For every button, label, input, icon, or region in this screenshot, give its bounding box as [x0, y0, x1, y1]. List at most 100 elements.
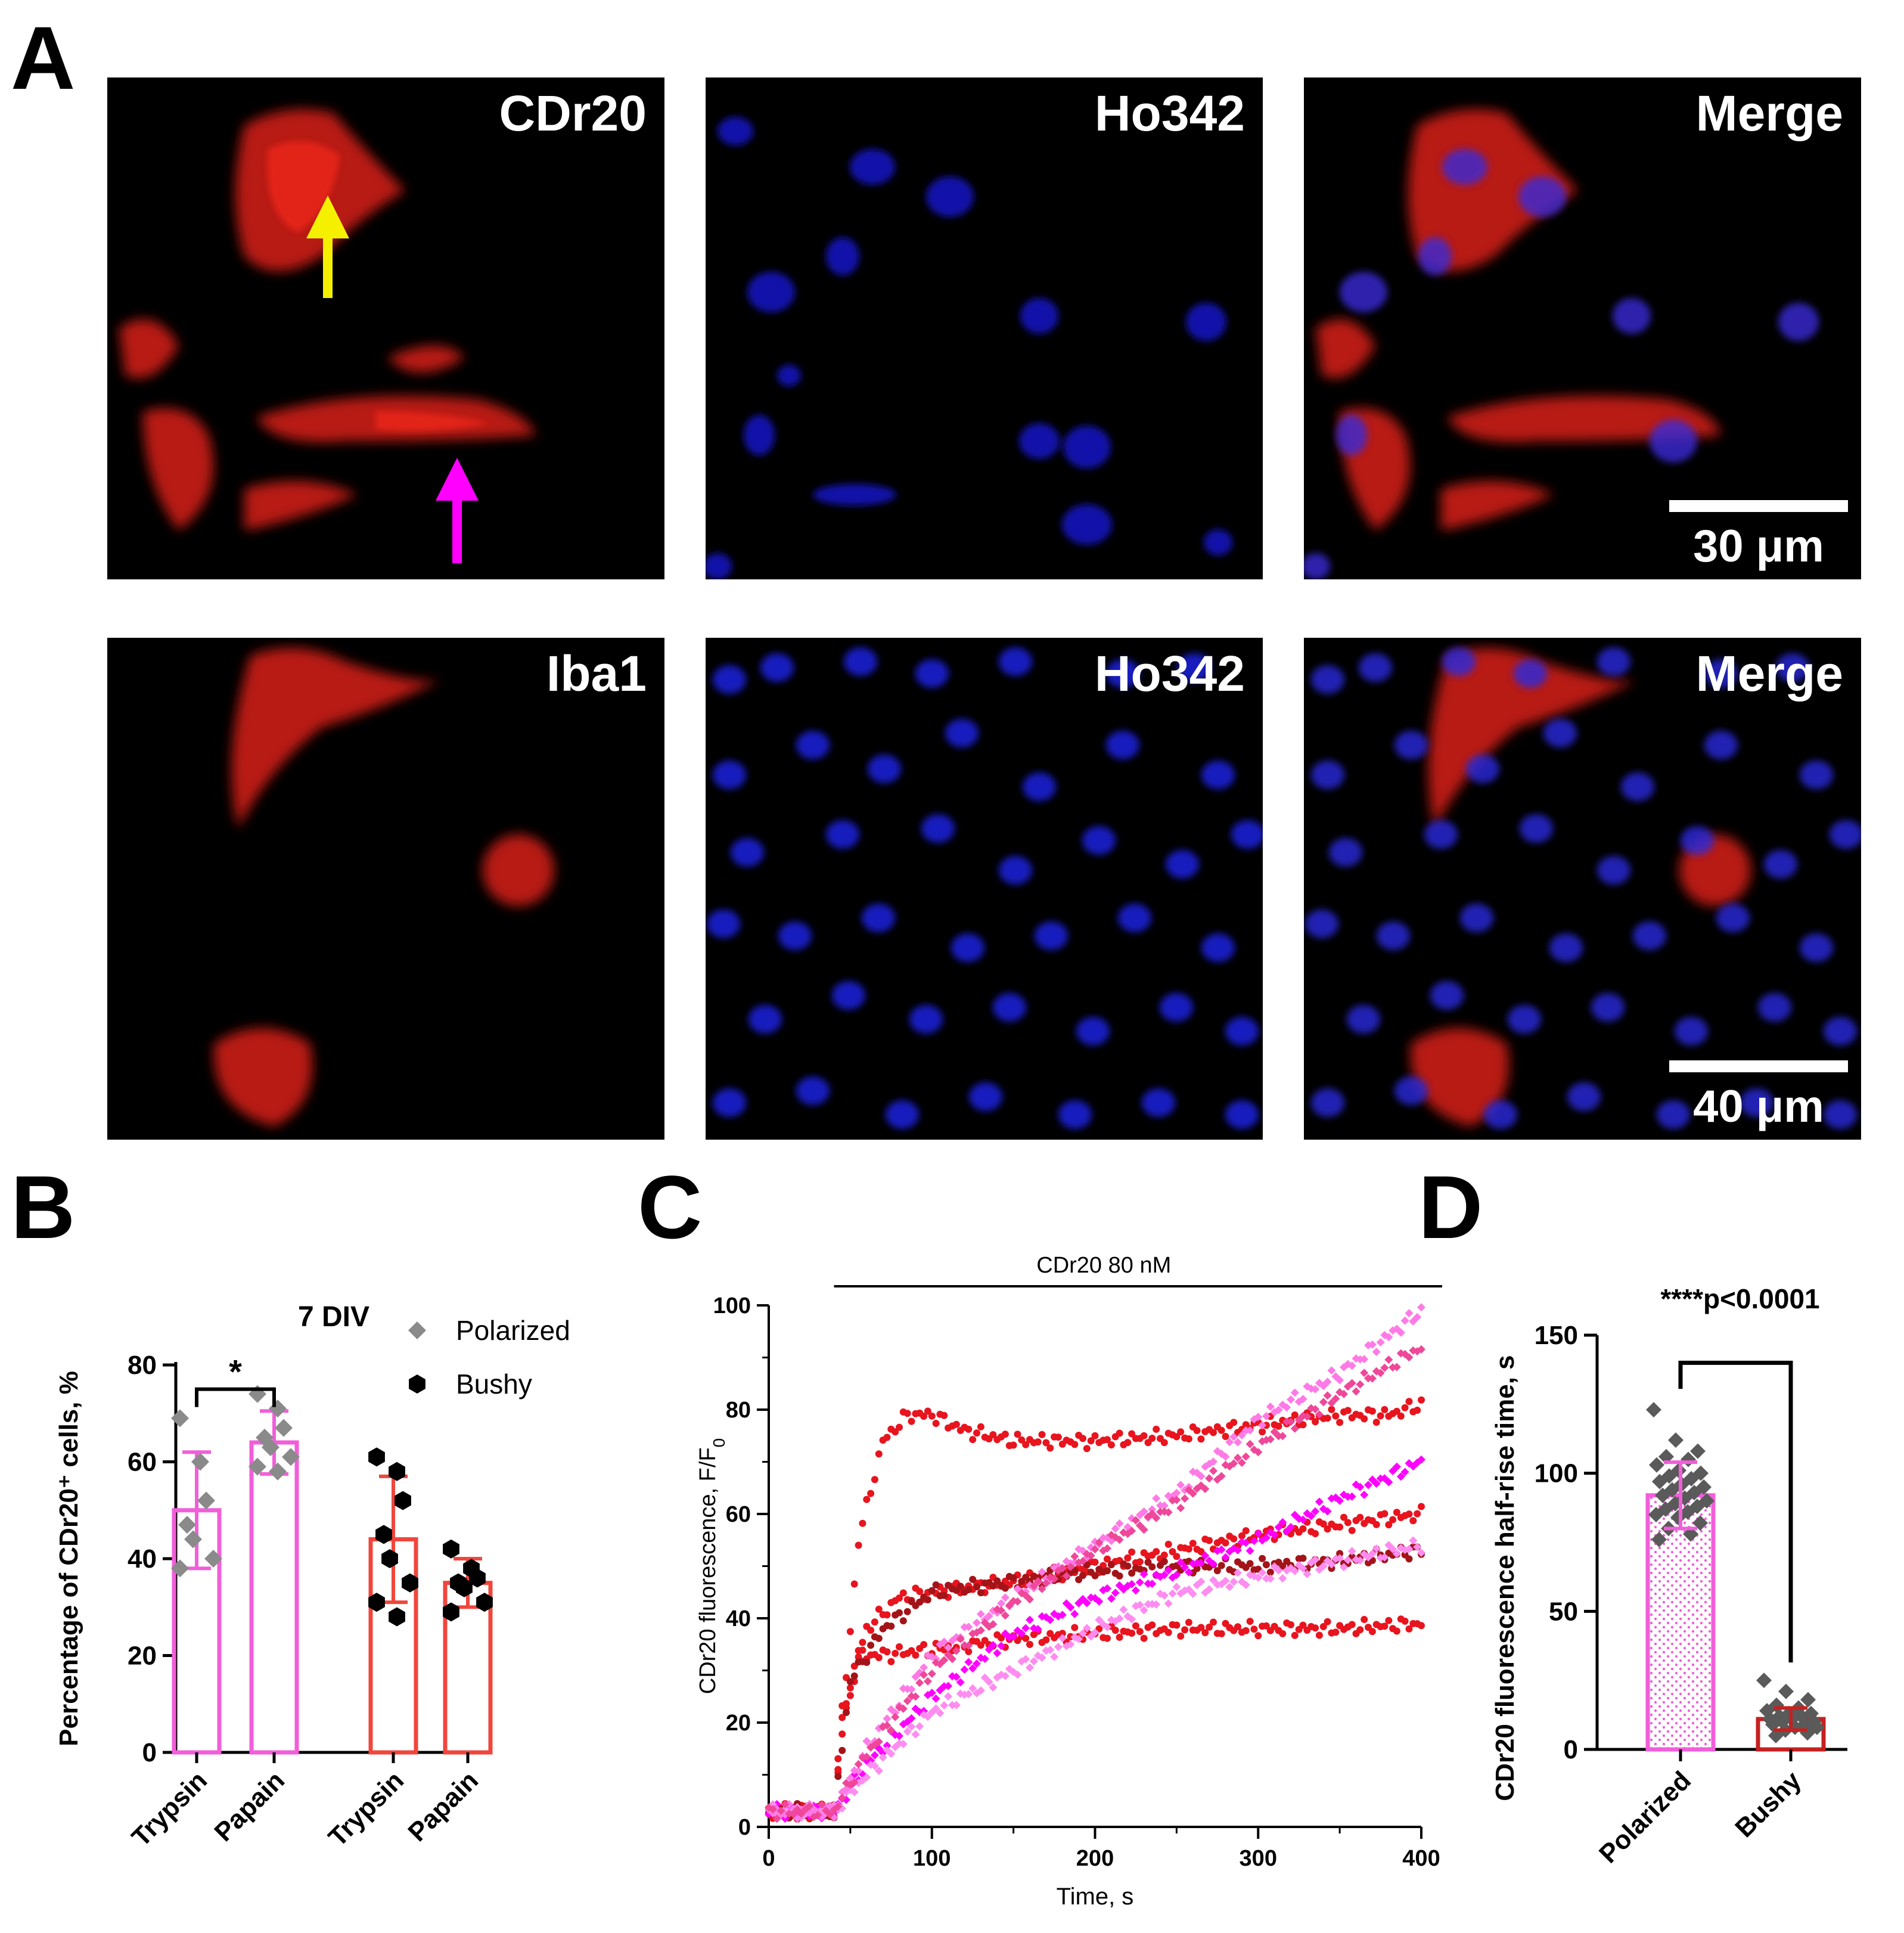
data-point — [1340, 1490, 1348, 1499]
data-point — [1368, 1407, 1376, 1415]
y-axis-label: Percentage of CDr20⁺ cells, % — [54, 1371, 83, 1746]
data-point — [1116, 1633, 1123, 1641]
data-point — [936, 1659, 945, 1668]
data-point — [1352, 1387, 1361, 1396]
data-point — [1010, 1441, 1017, 1449]
data-point — [1229, 1577, 1238, 1586]
nucleus — [1484, 1100, 1517, 1129]
data-point — [1009, 1632, 1018, 1641]
data-point — [1074, 1634, 1083, 1643]
data-point — [883, 1746, 892, 1755]
nucleus — [796, 1076, 830, 1105]
nucleus — [1520, 814, 1553, 843]
micrograph-label: Ho342 — [1094, 85, 1245, 141]
data-point — [1128, 1526, 1136, 1535]
data-point — [907, 1714, 916, 1723]
data-point — [1307, 1404, 1316, 1413]
data-point — [178, 1516, 196, 1534]
data-point — [859, 1646, 866, 1654]
data-point — [989, 1431, 997, 1438]
data-point — [1022, 1634, 1030, 1642]
data-point — [1377, 1412, 1384, 1420]
x-axis-label: Time, s — [1057, 1884, 1134, 1910]
data-point — [984, 1645, 993, 1654]
data-point — [1234, 1568, 1242, 1577]
data-point — [1042, 1579, 1051, 1588]
data-point — [1258, 1536, 1267, 1545]
data-point — [878, 1748, 887, 1757]
data-point — [1132, 1622, 1139, 1630]
data-point — [915, 1722, 924, 1731]
data-point — [878, 1723, 887, 1732]
data-point — [1376, 1553, 1385, 1562]
data-point — [389, 1607, 405, 1627]
data-point — [1245, 1546, 1254, 1555]
data-point — [1693, 1465, 1709, 1481]
data-point — [1311, 1385, 1320, 1394]
data-point — [1001, 1629, 1010, 1638]
data-point — [1347, 1547, 1356, 1556]
data-point — [1336, 1550, 1344, 1557]
data-point — [1389, 1466, 1397, 1475]
data-point — [1013, 1670, 1022, 1679]
data-point — [1294, 1515, 1303, 1524]
data-point — [883, 1611, 891, 1619]
data-point — [1193, 1565, 1201, 1572]
data-point — [1066, 1640, 1075, 1649]
data-point — [875, 1634, 883, 1642]
data-point — [1274, 1566, 1283, 1575]
data-point — [1185, 1545, 1192, 1553]
data-point — [1287, 1523, 1295, 1531]
micrograph-label: CDr20 — [499, 85, 647, 141]
data-point — [998, 1634, 1005, 1642]
data-point — [476, 1593, 493, 1612]
nucleus — [1591, 993, 1625, 1022]
data-point — [863, 1659, 871, 1666]
y-tick-label: 100 — [1535, 1459, 1578, 1488]
nucleus — [1597, 647, 1630, 676]
data-point — [1400, 1349, 1409, 1358]
data-point — [1188, 1559, 1197, 1568]
data-point — [1189, 1540, 1197, 1547]
data-point — [1335, 1388, 1344, 1397]
yellow-arrow-icon — [306, 196, 349, 298]
data-point — [883, 1721, 892, 1730]
y-tick-label: 100 — [713, 1293, 751, 1318]
data-point — [1213, 1546, 1222, 1555]
x-tick-label: Trypsin — [323, 1766, 409, 1852]
data-point — [931, 1704, 940, 1713]
data-point — [197, 1491, 215, 1510]
data-point — [262, 1438, 279, 1457]
nucleus — [1508, 1005, 1541, 1034]
data-point — [1172, 1495, 1181, 1504]
data-point — [1651, 1531, 1667, 1547]
data-point — [1026, 1581, 1034, 1590]
data-point — [1282, 1527, 1291, 1536]
data-point — [1144, 1559, 1152, 1566]
nucleus — [909, 1005, 943, 1034]
data-point — [843, 1700, 850, 1708]
nucleus — [1716, 904, 1750, 932]
data-point — [984, 1612, 993, 1621]
x-tick-label: Papain — [209, 1766, 290, 1847]
data-point — [952, 1646, 961, 1655]
data-point — [1291, 1631, 1299, 1639]
data-point — [892, 1428, 899, 1436]
data-point — [846, 1692, 854, 1699]
data-point — [1413, 1543, 1422, 1552]
data-point — [1095, 1597, 1104, 1606]
data-point — [846, 1678, 854, 1686]
data-point — [1405, 1555, 1413, 1563]
data-point — [1393, 1509, 1400, 1516]
data-point — [1372, 1419, 1380, 1426]
data-point — [965, 1647, 973, 1655]
data-point — [1311, 1507, 1320, 1516]
data-point — [1124, 1439, 1132, 1447]
data-point — [1336, 1419, 1344, 1426]
nucleus — [1311, 665, 1344, 694]
data-point — [1115, 1535, 1124, 1544]
data-point — [1148, 1563, 1156, 1571]
data-point — [1312, 1418, 1319, 1426]
data-point — [1139, 1525, 1148, 1534]
data-point — [1144, 1600, 1153, 1609]
